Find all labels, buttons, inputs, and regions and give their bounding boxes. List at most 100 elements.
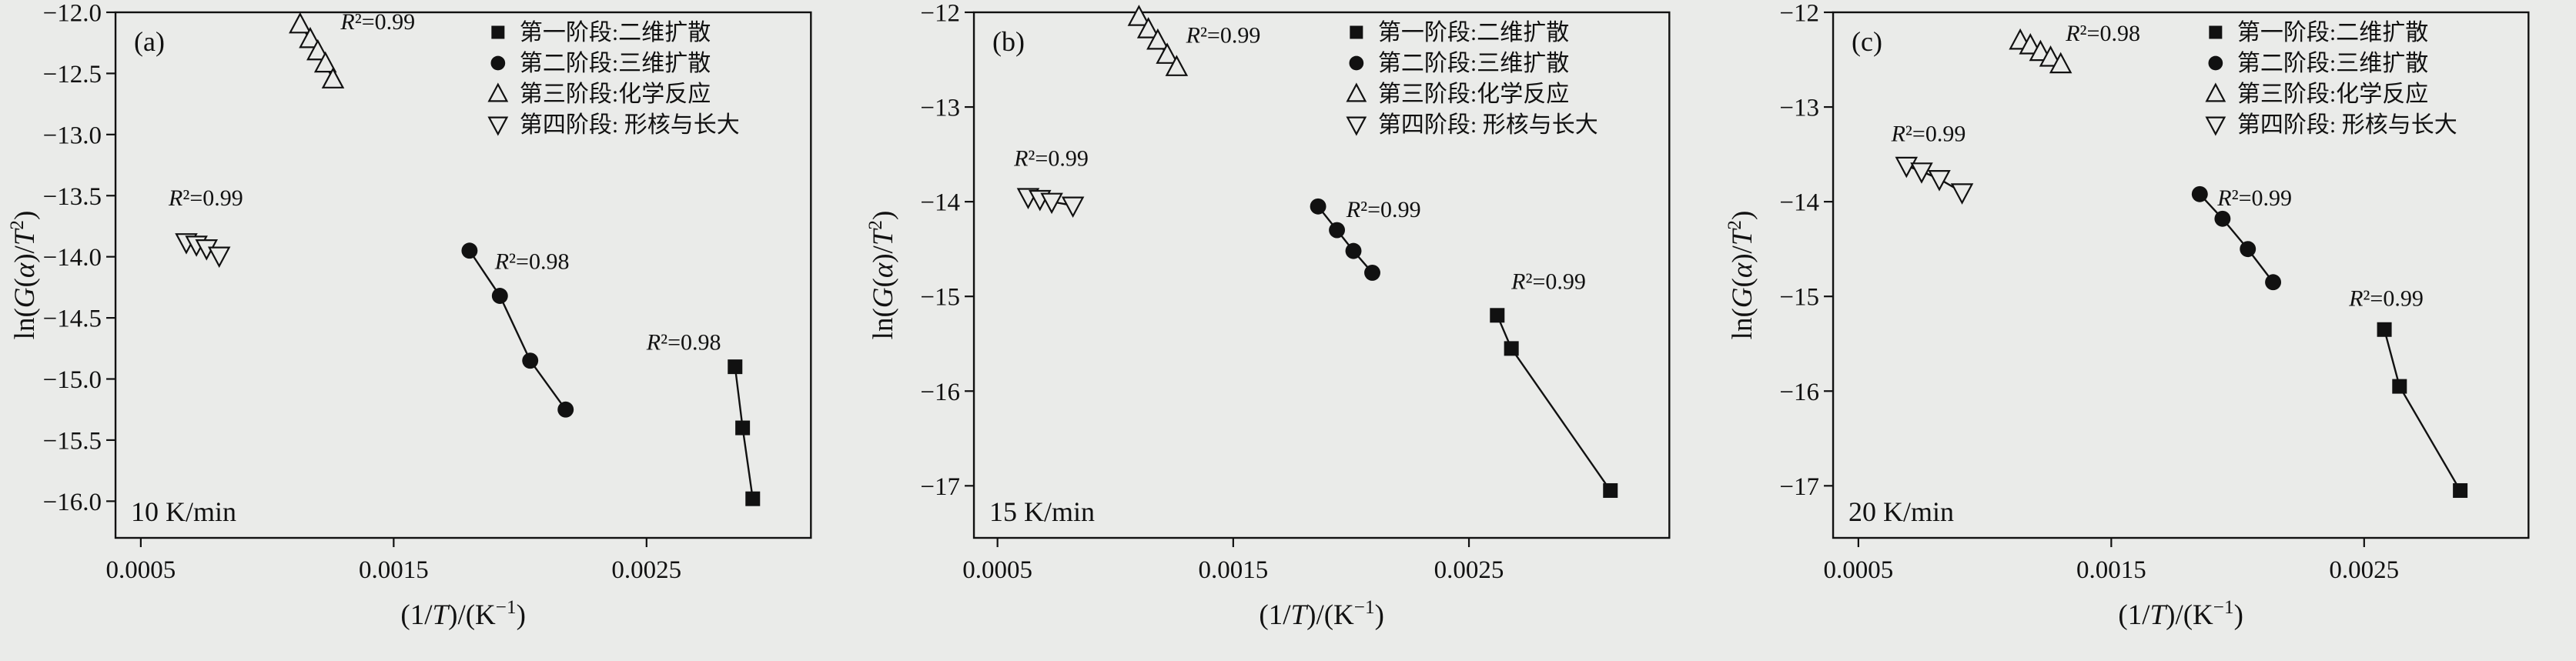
legend-label: 第一阶段:二维扩散 [2237,20,2428,45]
r2-annotation: R²=0.98 [494,249,570,275]
y-tick-label: −14.0 [43,244,102,272]
marker-triangle-up [487,82,509,102]
marker-triangle-up [2049,52,2073,74]
series-stage-3: R²=0.99 [1127,5,1261,76]
marker-circle [2214,210,2230,227]
x-axis-title: (1/T)/(K−1) [2118,597,2243,631]
y-tick-label: −16.0 [43,489,102,516]
marker-square [745,491,761,506]
r2-annotation: R²=0.99 [1186,22,1261,48]
x-axis-title: (1/T)/(K−1) [1260,597,1384,631]
y-tick-label: −12.5 [43,61,102,88]
y-tick-label: −13 [921,95,961,122]
marker-circle [2191,185,2208,202]
chart-svg: −12.0 −12.5 −13.0 −13.5 −14.0 −14.5 −15.0 −15.5… [7,0,812,631]
series-stage-1: R²=0.99 [2348,285,2467,498]
marker-circle [1349,55,1364,71]
marker-triangle-up [1346,82,1367,102]
marker-triangle-down [1040,192,1064,215]
marker-square [1350,25,1363,39]
y-tick-label: −14.5 [43,305,102,333]
legend-label: 第三阶段:化学反应 [1378,82,1569,107]
y-tick-label: −12 [921,0,961,28]
chart-panel-b: −12 −13 −14 −15 −16 −17 0.0005 0.0015 0.0025 (1/T… [858,0,1717,661]
legend-label: 第三阶段:化学反应 [520,82,711,107]
y-axis-title: ln(G(α)/T2) [7,211,41,340]
series-stage-4: R²=0.99 [1013,145,1089,219]
r2-annotation: R²=0.99 [340,9,415,35]
marker-triangle-up [2019,33,2042,55]
fit-line [1317,205,1373,274]
fit-line [2383,329,2461,492]
rate-label: 10 K/min [131,496,236,527]
marker-triangle-down [1346,116,1367,136]
series-stage-1: R²=0.98 [646,329,761,506]
marker-triangle-up [321,67,345,88]
chart-svg: −12 −13 −14 −15 −16 −17 0.0005 0.0015 0.0025 (1/T… [865,0,1671,631]
y-tick-label: −12.0 [43,0,102,28]
fit-line [468,250,567,410]
x-axis-title: (1/T)/(K−1) [400,597,525,631]
marker-triangle-up [2039,45,2062,67]
marker-circle [2264,274,2281,291]
r2-annotation: R²=0.98 [2065,21,2140,46]
marker-circle [461,242,478,259]
marker-circle [522,352,539,369]
marker-circle [1310,198,1326,215]
y-tick-label: −16 [921,379,961,406]
r2-annotation: R²=0.99 [1890,121,1965,146]
r2-annotation: R²=0.99 [168,185,243,211]
y-tick-label: −15.5 [43,427,102,455]
chart-panel-c: −12 −13 −14 −15 −16 −17 0.0005 0.0015 0.0025 (1/T… [1718,0,2576,661]
y-axis-title: ln(G(α)/T2) [1725,211,1758,340]
x-tick-label: 0.0025 [611,556,681,584]
rate-label: 20 K/min [1848,496,1954,527]
x-tick-label: 0.0005 [963,556,1033,584]
marker-square [2377,322,2392,337]
marker-square [2208,25,2222,39]
r2-annotation: R²=0.98 [646,329,721,355]
x-tick-label: 0.0005 [1823,556,1893,584]
axes: −12 −13 −14 −15 −16 −17 0.0005 0.0015 0.0025 (1/T… [1725,0,2530,631]
series-stage-2: R²=0.98 [461,242,574,418]
marker-triangle-up [1146,28,1169,50]
y-tick-label: −14 [921,189,961,217]
marker-triangle-up [1137,17,1160,38]
legend-label: 第三阶段:化学反应 [2237,82,2428,107]
marker-triangle-up [1165,55,1189,76]
y-tick-label: −13 [1779,95,1819,122]
series-stage-4: R²=0.99 [168,185,243,269]
r2-annotation: R²=0.99 [1346,197,1421,222]
marker-square [2391,379,2407,394]
marker-square [1490,308,1505,323]
marker-circle [1345,242,1362,259]
marker-square [728,359,743,375]
y-tick-label: −15.0 [43,366,102,394]
panel-label: (b) [992,26,1025,57]
marker-triangle-down [2205,116,2226,136]
legend-label: 第四阶段: 形核与长大 [2237,112,2457,138]
legend-label: 第二阶段:三维扩散 [520,51,711,76]
axes: −12.0 −12.5 −13.0 −13.5 −14.0 −14.5 −15.0 −15.5… [7,0,812,631]
marker-triangle-down [1909,162,1933,184]
legend-label: 第四阶段: 形核与长大 [1378,112,1598,138]
legend-label: 第四阶段: 形核与长大 [520,112,740,138]
legend-label: 第一阶段:二维扩散 [1378,20,1569,45]
marker-triangle-up [289,12,312,34]
series-stage-2: R²=0.99 [2191,185,2292,291]
fit-line [2199,193,2274,283]
y-tick-label: −14 [1779,189,1819,217]
r2-annotation: R²=0.99 [2348,285,2424,311]
series-stage-3: R²=0.98 [2008,21,2140,74]
marker-circle [557,401,574,418]
r2-annotation: R²=0.99 [1013,145,1089,171]
x-tick-label: 0.0025 [2329,556,2399,584]
marker-triangle-down [1950,183,1973,205]
plot-box [973,11,1671,539]
plot-box [1832,11,2530,539]
x-tick-label: 0.0015 [2076,556,2146,584]
marker-circle [1329,222,1346,239]
